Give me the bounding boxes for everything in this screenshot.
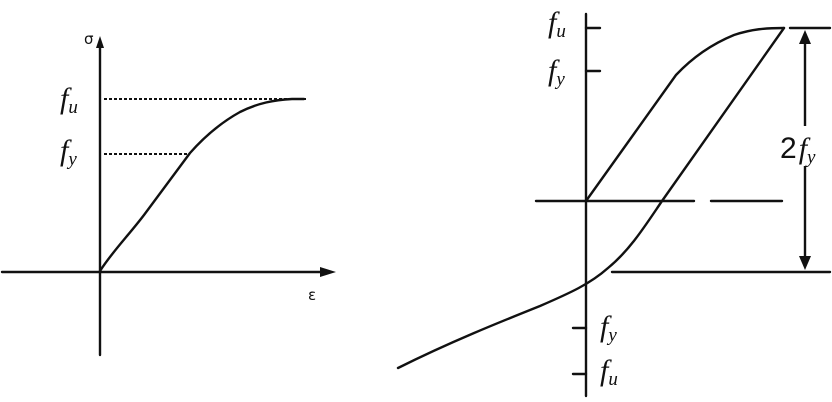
unloading-branch [396,26,786,370]
left-stress-strain-curve [98,97,306,273]
loading-branch [584,26,786,203]
left-x-axis-label: ε [308,286,316,304]
right-fu-bottom-label: fu [600,354,618,390]
right-fy-bottom-label: fy [600,310,617,346]
left-y-axis-label: σ [84,30,94,48]
right-panel: fu fy fy fu 2fy [396,6,832,398]
dimension-arrow-top [799,30,811,44]
right-fy-top-label: fy [548,54,565,90]
dimension-label-bg [780,126,828,166]
left-fu-label: fu [60,82,78,118]
right-fu-top-label: fu [548,6,566,42]
dimension-label: 2fy [780,132,816,168]
left-x-axis-arrow [320,267,336,277]
left-fy-label: fy [60,134,77,170]
left-panel: σ ε fu fy [0,30,336,357]
left-y-axis-arrow [96,36,104,48]
dimension-arrow-bottom [799,256,811,270]
